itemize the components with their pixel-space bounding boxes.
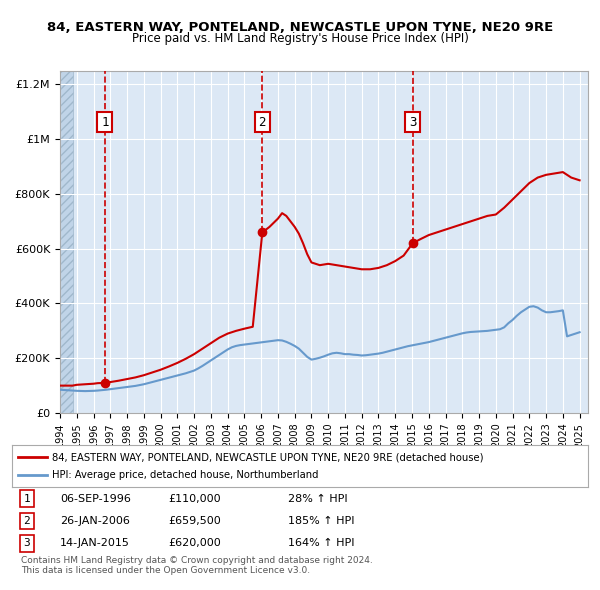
Text: HPI: Average price, detached house, Northumberland: HPI: Average price, detached house, Nort… [52,470,319,480]
Text: 14-JAN-2015: 14-JAN-2015 [60,539,130,548]
Text: 1: 1 [23,494,31,503]
Text: £620,000: £620,000 [168,539,221,548]
Bar [60,71,73,413]
Text: 2: 2 [259,116,266,129]
Text: £659,500: £659,500 [168,516,221,526]
Text: 185% ↑ HPI: 185% ↑ HPI [288,516,355,526]
Text: £110,000: £110,000 [168,494,221,503]
Text: 164% ↑ HPI: 164% ↑ HPI [288,539,355,548]
Text: 3: 3 [23,539,31,548]
Text: 2: 2 [23,516,31,526]
Text: 84, EASTERN WAY, PONTELAND, NEWCASTLE UPON TYNE, NE20 9RE (detached house): 84, EASTERN WAY, PONTELAND, NEWCASTLE UP… [52,452,484,462]
Text: Contains HM Land Registry data © Crown copyright and database right 2024.
This d: Contains HM Land Registry data © Crown c… [21,556,373,575]
Text: 26-JAN-2006: 26-JAN-2006 [60,516,130,526]
Text: Price paid vs. HM Land Registry's House Price Index (HPI): Price paid vs. HM Land Registry's House … [131,32,469,45]
Text: 06-SEP-1996: 06-SEP-1996 [60,494,131,503]
Text: 28% ↑ HPI: 28% ↑ HPI [288,494,347,503]
Text: 1: 1 [101,116,109,129]
Text: 84, EASTERN WAY, PONTELAND, NEWCASTLE UPON TYNE, NE20 9RE: 84, EASTERN WAY, PONTELAND, NEWCASTLE UP… [47,21,553,34]
Text: 3: 3 [409,116,416,129]
